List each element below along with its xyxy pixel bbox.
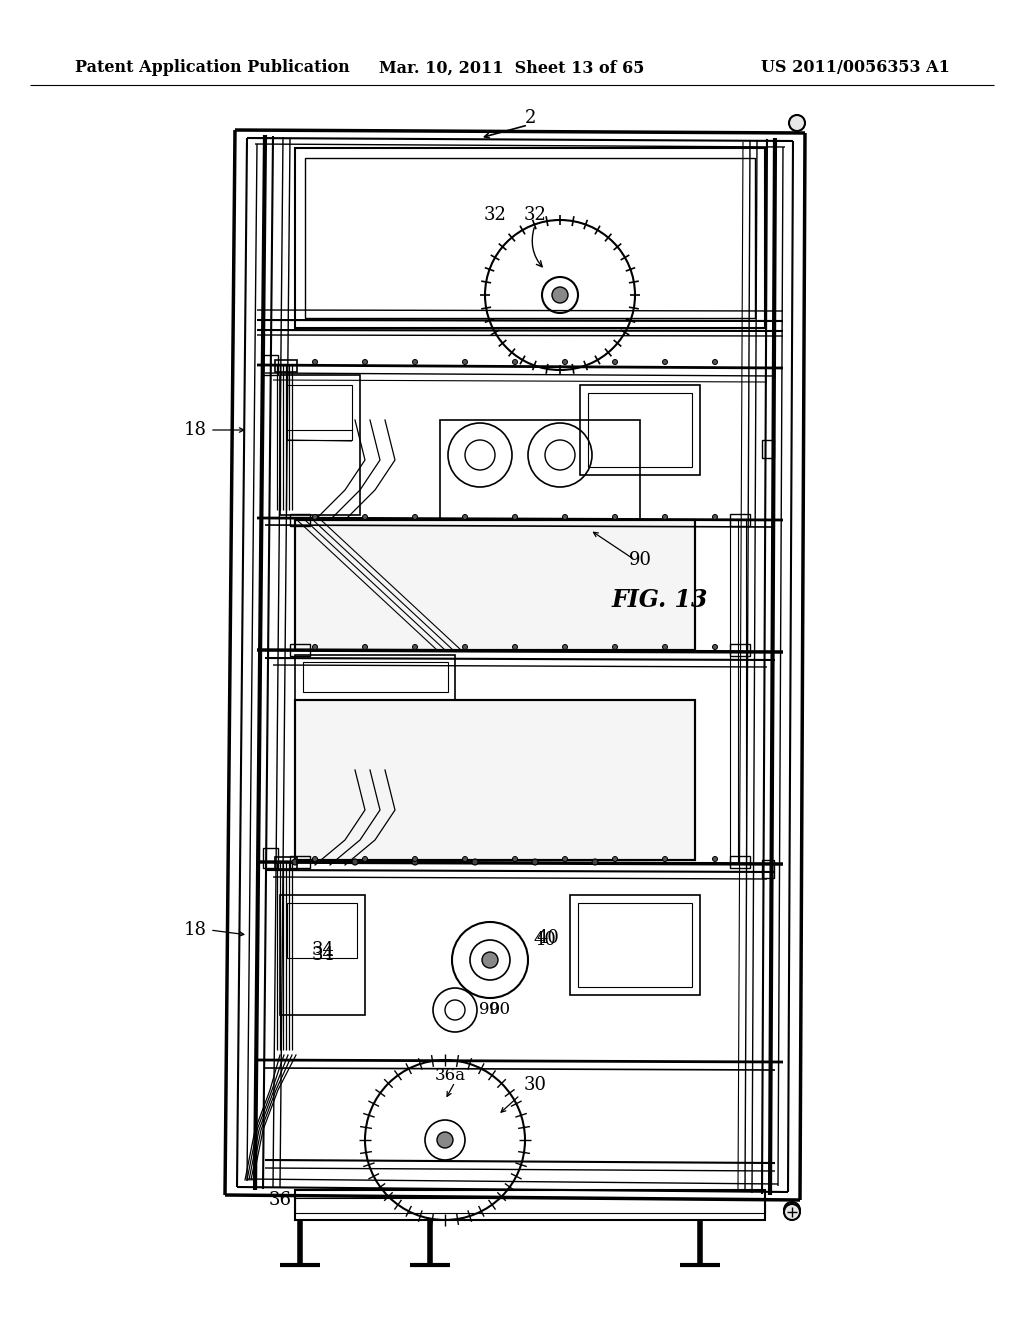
Circle shape bbox=[413, 644, 418, 649]
Bar bbox=[762, 861, 774, 878]
Text: Mar. 10, 2011  Sheet 13 of 65: Mar. 10, 2011 Sheet 13 of 65 bbox=[379, 59, 645, 77]
Circle shape bbox=[482, 952, 498, 968]
Circle shape bbox=[463, 644, 468, 649]
Circle shape bbox=[713, 857, 718, 862]
Circle shape bbox=[612, 857, 617, 862]
Circle shape bbox=[713, 644, 718, 649]
Circle shape bbox=[362, 644, 368, 649]
Bar bbox=[440, 420, 640, 520]
Bar bbox=[762, 440, 774, 458]
Bar bbox=[295, 520, 695, 649]
Circle shape bbox=[362, 359, 368, 364]
Circle shape bbox=[292, 859, 298, 865]
Circle shape bbox=[612, 515, 617, 520]
Bar bbox=[303, 663, 449, 692]
Circle shape bbox=[784, 1203, 800, 1218]
Circle shape bbox=[663, 857, 668, 862]
Text: US 2011/0056353 A1: US 2011/0056353 A1 bbox=[761, 59, 950, 77]
Bar bbox=[295, 148, 765, 327]
Bar bbox=[295, 655, 455, 700]
Circle shape bbox=[413, 359, 418, 364]
Circle shape bbox=[612, 359, 617, 364]
Text: 34: 34 bbox=[311, 946, 335, 964]
Text: 36: 36 bbox=[268, 1191, 292, 1209]
Circle shape bbox=[592, 859, 598, 865]
Circle shape bbox=[362, 857, 368, 862]
Bar bbox=[578, 903, 692, 987]
Bar bbox=[287, 903, 357, 958]
Circle shape bbox=[472, 859, 478, 865]
Circle shape bbox=[512, 515, 517, 520]
Circle shape bbox=[312, 359, 317, 364]
Circle shape bbox=[790, 115, 805, 131]
Bar bbox=[580, 385, 700, 475]
Text: 34: 34 bbox=[311, 941, 335, 960]
Circle shape bbox=[413, 857, 418, 862]
Bar bbox=[290, 855, 310, 869]
Circle shape bbox=[412, 859, 418, 865]
Bar bbox=[275, 360, 297, 372]
Bar bbox=[295, 1191, 765, 1220]
Bar bbox=[730, 644, 750, 656]
Circle shape bbox=[463, 359, 468, 364]
Bar bbox=[280, 375, 360, 515]
Circle shape bbox=[552, 286, 568, 304]
Text: 90: 90 bbox=[489, 1002, 511, 1019]
Text: Patent Application Publication: Patent Application Publication bbox=[75, 59, 350, 77]
Circle shape bbox=[362, 515, 368, 520]
Circle shape bbox=[437, 1133, 453, 1148]
Circle shape bbox=[562, 515, 567, 520]
Bar bbox=[287, 385, 352, 440]
Circle shape bbox=[352, 859, 358, 865]
Circle shape bbox=[463, 515, 468, 520]
Bar bbox=[263, 355, 278, 375]
Bar bbox=[295, 520, 695, 649]
Bar bbox=[305, 158, 755, 318]
Circle shape bbox=[413, 515, 418, 520]
Text: 40: 40 bbox=[537, 929, 559, 946]
Circle shape bbox=[512, 359, 517, 364]
Text: 2: 2 bbox=[524, 110, 536, 127]
Text: 32: 32 bbox=[523, 206, 547, 224]
Circle shape bbox=[532, 859, 538, 865]
Bar bbox=[730, 513, 750, 525]
Circle shape bbox=[562, 644, 567, 649]
Text: 36a: 36a bbox=[434, 1067, 466, 1084]
Bar bbox=[295, 700, 695, 861]
Circle shape bbox=[784, 1204, 800, 1220]
Text: 18: 18 bbox=[183, 921, 207, 939]
Circle shape bbox=[463, 857, 468, 862]
Bar bbox=[295, 700, 695, 861]
Text: 40: 40 bbox=[534, 931, 556, 949]
Circle shape bbox=[512, 644, 517, 649]
Circle shape bbox=[663, 359, 668, 364]
Bar bbox=[290, 644, 310, 656]
Circle shape bbox=[512, 857, 517, 862]
Circle shape bbox=[663, 644, 668, 649]
Bar bbox=[263, 847, 278, 869]
Text: 90: 90 bbox=[479, 1002, 501, 1019]
Circle shape bbox=[612, 644, 617, 649]
Circle shape bbox=[713, 515, 718, 520]
Bar bbox=[730, 855, 750, 869]
Text: 30: 30 bbox=[523, 1076, 547, 1094]
Circle shape bbox=[312, 515, 317, 520]
Circle shape bbox=[312, 857, 317, 862]
Bar bbox=[275, 857, 297, 869]
Text: FIG. 13: FIG. 13 bbox=[611, 587, 709, 612]
Bar bbox=[588, 393, 692, 467]
Circle shape bbox=[562, 359, 567, 364]
Bar bbox=[280, 895, 365, 1015]
Bar bbox=[290, 513, 310, 525]
Text: 18: 18 bbox=[183, 421, 207, 440]
Text: 32: 32 bbox=[483, 206, 507, 224]
Bar bbox=[570, 895, 700, 995]
Text: 90: 90 bbox=[629, 550, 651, 569]
Bar bbox=[295, 1199, 765, 1213]
Circle shape bbox=[713, 359, 718, 364]
Circle shape bbox=[312, 644, 317, 649]
Circle shape bbox=[562, 857, 567, 862]
Circle shape bbox=[663, 515, 668, 520]
